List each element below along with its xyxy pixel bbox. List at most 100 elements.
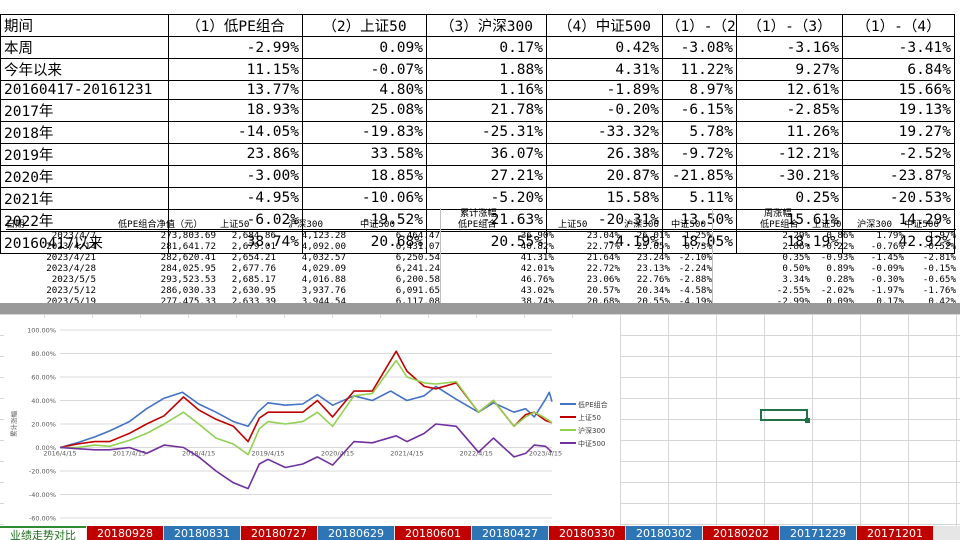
weekly-header-cell[interactable]: 沪深300 [624,219,659,230]
weekly-value-cell[interactable]: 6,200.58 [395,274,440,285]
weekly-value-cell[interactable]: -0.52% [922,241,956,252]
summary-value-cell[interactable]: 19.27% [842,120,955,144]
series-line-1[interactable] [59,350,553,449]
summary-value-cell[interactable]: -20.31% [546,208,663,232]
weekly-value-cell[interactable]: -2.10% [678,252,712,263]
sheet-tab[interactable]: 业绩走势对比 [0,526,86,540]
weekly-value-cell[interactable]: 6,091.65 [395,285,440,296]
weekly-value-cell[interactable]: -1.97% [870,285,904,296]
summary-value-cell[interactable]: 0.25% [736,186,843,210]
weekly-value-cell[interactable]: 0.35% [782,252,810,263]
weekly-value-cell[interactable]: 0.17% [876,296,904,307]
summary-value-cell[interactable]: 1.16% [426,80,547,100]
weekly-value-cell[interactable]: 3,937.76 [301,285,346,296]
summary-value-cell[interactable]: 5.78% [662,120,737,144]
performance-chart[interactable]: 100.00% 80.00% 60.00% 40.00% 20.00% 0.00% -20.… [4,318,620,526]
weekly-value-cell[interactable]: 0.42% [928,296,956,307]
weekly-header-cell[interactable]: 沪深300 [288,219,323,230]
summary-value-cell[interactable]: 27.21% [426,164,547,188]
summary-header-cell[interactable]: （1）-（4） [842,14,955,37]
weekly-value-cell[interactable]: 0.73% [684,241,712,252]
weekly-date-cell[interactable]: 2023/5/19 [46,296,96,307]
weekly-value-cell[interactable]: -0.09% [870,263,904,274]
summary-header-cell[interactable]: （1）-（2） [662,14,737,37]
summary-value-cell[interactable]: 26.38% [546,142,663,166]
summary-value-cell[interactable]: 11.26% [736,120,843,144]
summary-value-cell[interactable]: 38.74% [168,230,303,254]
weekly-value-cell[interactable]: 23.24% [636,252,670,263]
weekly-value-cell[interactable]: 4,032.57 [301,252,346,263]
weekly-value-cell[interactable]: 0.86% [826,230,854,241]
summary-value-cell[interactable]: 15.66% [842,80,955,100]
legend-label[interactable]: 沪深300 [578,426,605,435]
weekly-date-cell[interactable]: 2023/5/5 [51,274,96,285]
summary-value-cell[interactable]: -19.83% [302,120,427,144]
summary-value-cell[interactable]: -25.31% [426,120,547,144]
weekly-value-cell[interactable]: 0.50% [782,263,810,274]
summary-period-cell[interactable]: 20160417以来 [0,230,169,254]
weekly-date-cell[interactable]: 2023/4/7 [51,230,96,241]
weekly-value-cell[interactable]: 0.89% [826,263,854,274]
summary-value-cell[interactable]: 4.80% [302,80,427,100]
summary-value-cell[interactable]: 18.85% [302,164,427,188]
weekly-value-cell[interactable]: 4,092.00 [301,241,346,252]
weekly-header-cell[interactable]: 低PE组合 [458,219,497,230]
weekly-value-cell[interactable]: 6,464.47 [395,230,440,241]
weekly-value-cell[interactable]: 2,684.86 [231,230,276,241]
summary-value-cell[interactable]: -30.21% [736,164,843,188]
summary-value-cell[interactable]: -21.63% [426,208,547,232]
weekly-value-cell[interactable]: 40.82% [520,241,554,252]
weekly-header-cell[interactable]: 沪深300 [857,219,892,230]
summary-value-cell[interactable]: -0.20% [546,98,663,122]
weekly-value-cell[interactable]: 0.09% [826,296,854,307]
weekly-value-cell[interactable]: -1.45% [870,252,904,263]
series-line-0[interactable] [59,385,553,449]
weekly-value-cell[interactable]: 281,641.72 [160,241,216,252]
summary-header-cell[interactable]: （1）-（3） [736,14,843,37]
sheet-tab[interactable]: 20180202 [703,526,779,540]
summary-header-cell[interactable]: （1）低PE组合 [168,14,303,37]
weekly-value-cell[interactable]: -1.76% [922,285,956,296]
sheet-tab[interactable]: 20180928 [87,526,163,540]
weekly-value-cell[interactable]: 0.28% [826,274,854,285]
summary-period-cell[interactable]: 20160417-20161231 [0,80,169,100]
weekly-value-cell[interactable]: 2,677.76 [231,263,276,274]
weekly-value-cell[interactable]: 20.55% [636,296,670,307]
summary-value-cell[interactable]: -21.85% [662,164,737,188]
selected-cell[interactable] [760,409,810,423]
legend-label[interactable]: 低PE组合 [578,400,608,409]
summary-period-cell[interactable]: 2019年 [0,142,169,166]
weekly-value-cell[interactable]: 3,944.54 [301,296,346,307]
sheet-tab[interactable]: 20171229 [780,526,856,540]
summary-value-cell[interactable]: -3.41% [842,36,955,59]
summary-value-cell[interactable]: 23.86% [168,142,303,166]
weekly-value-cell[interactable]: 41.31% [520,252,554,263]
summary-value-cell[interactable]: -20.53% [842,186,955,210]
summary-value-cell[interactable]: -2.52% [842,142,955,166]
sheet-tab[interactable]: 20171201 [857,526,933,540]
summary-value-cell[interactable]: -6.15% [662,98,737,122]
sheet-tab[interactable]: 20180831 [164,526,240,540]
weekly-value-cell[interactable]: 43.02% [520,285,554,296]
sheet-tab[interactable]: 20180601 [395,526,471,540]
weekly-value-cell[interactable]: -0.30% [870,274,904,285]
weekly-value-cell[interactable]: 6,117.08 [395,296,440,307]
weekly-header-cell[interactable]: 中证500 [671,219,706,230]
weekly-value-cell[interactable]: -2.99% [776,296,810,307]
weekly-value-cell[interactable]: 273,803.69 [160,230,216,241]
weekly-header-cell[interactable]: 上证50 [558,219,588,230]
summary-value-cell[interactable]: 0.17% [426,36,547,59]
summary-value-cell[interactable]: 11.22% [662,58,737,81]
weekly-value-cell[interactable]: -0.65% [922,274,956,285]
weekly-value-cell[interactable]: -2.24% [678,263,712,274]
weekly-value-cell[interactable]: 2,685.17 [231,274,276,285]
weekly-header-cell[interactable]: 低PE组合净值（元） [118,219,203,230]
weekly-value-cell[interactable]: 284,025.95 [160,263,216,274]
weekly-value-cell[interactable]: 20.57% [586,285,620,296]
weekly-value-cell[interactable]: 2,654.21 [231,252,276,263]
weekly-value-cell[interactable]: -2.81% [922,252,956,263]
summary-header-cell[interactable]: 期间 [0,14,169,37]
summary-value-cell[interactable]: 13.50% [662,208,737,232]
summary-value-cell[interactable]: 6.84% [842,58,955,81]
weekly-value-cell[interactable]: 1.25% [684,230,712,241]
